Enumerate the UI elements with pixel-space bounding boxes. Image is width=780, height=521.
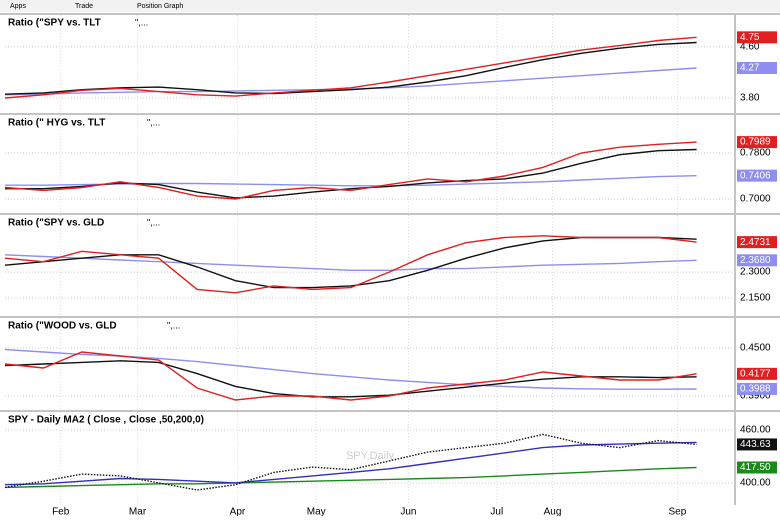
x-tick-label: Apr xyxy=(230,507,246,516)
series-line xyxy=(4,254,697,271)
panel-title: Ratio (" HYG vs. TLT xyxy=(8,118,105,129)
value-box-label: 4.75 xyxy=(740,32,760,43)
x-tick-label: Sep xyxy=(668,507,686,516)
value-box xyxy=(737,438,777,451)
series-line xyxy=(4,236,697,289)
value-box xyxy=(737,31,777,44)
series-line xyxy=(4,67,697,96)
panel-title: Ratio ("SPY vs. TLT xyxy=(8,18,101,29)
value-box-label: 0.3988 xyxy=(740,384,771,395)
value-box-label: 4.27 xyxy=(740,63,760,74)
y-tick-label: 2.1500 xyxy=(740,293,771,304)
series-line xyxy=(4,235,697,294)
toolbar xyxy=(0,0,780,12)
x-tick-label: Jul xyxy=(490,507,503,516)
y-tick-label: 2.3000 xyxy=(740,267,771,278)
x-tick-label: May xyxy=(307,507,326,516)
series-line xyxy=(4,441,697,486)
y-tick-label: 0.7000 xyxy=(740,194,771,205)
value-box xyxy=(737,367,777,380)
y-tick-label: 0.3900 xyxy=(740,391,771,402)
panel-title-suffix: ",... xyxy=(147,117,160,127)
value-box xyxy=(737,61,777,74)
toolbar-item[interactable]: Trade xyxy=(75,3,93,10)
value-box-label: 0.4177 xyxy=(740,368,771,379)
series-line xyxy=(4,433,697,491)
value-box-label: 2.4731 xyxy=(740,237,771,248)
series-line xyxy=(4,41,697,95)
y-tick-label: 400.00 xyxy=(740,478,771,489)
value-box xyxy=(737,236,777,249)
value-box-label: 0.7406 xyxy=(740,170,771,181)
x-tick-label: Mar xyxy=(129,507,147,516)
panel-title: SPY - Daily MA2 ( Close , Close ,50,200,… xyxy=(8,415,204,426)
toolbar-item[interactable]: Apps xyxy=(10,3,26,10)
y-tick-label: 460.00 xyxy=(740,425,771,436)
x-tick-label: Jun xyxy=(400,507,416,516)
x-tick-label: Aug xyxy=(544,507,562,516)
panel-title-suffix: ",... xyxy=(167,320,180,330)
value-box xyxy=(737,382,777,395)
y-tick-label: 0.4500 xyxy=(740,343,771,354)
y-tick-label: 3.80 xyxy=(740,93,760,104)
value-box-label: 443.63 xyxy=(740,439,771,450)
panel-title: Ratio ("SPY vs. GLD xyxy=(8,218,104,229)
value-box-label: 417.50 xyxy=(740,462,771,473)
y-tick-label: 4.60 xyxy=(740,42,760,53)
series-line xyxy=(4,36,697,99)
panel-title: Ratio ("WOOD vs. GLD xyxy=(8,321,117,332)
value-box xyxy=(737,136,777,149)
series-line xyxy=(5,148,697,199)
x-tick-label: Feb xyxy=(52,507,70,516)
series-line xyxy=(5,175,697,187)
series-line xyxy=(4,351,697,401)
value-box xyxy=(737,461,777,474)
series-line xyxy=(4,466,697,489)
panel-title-suffix: ",... xyxy=(135,17,148,27)
series-line xyxy=(4,141,697,200)
series-line xyxy=(4,360,697,398)
watermark: SPY,Daily xyxy=(346,450,395,462)
series-line xyxy=(4,348,697,390)
panel-title-suffix: ",... xyxy=(147,217,160,227)
y-tick-label: 0.7800 xyxy=(740,148,771,159)
value-box-label: 0.7989 xyxy=(740,137,771,148)
value-box xyxy=(737,254,777,267)
toolbar-item[interactable]: Position Graph xyxy=(137,3,183,10)
value-box xyxy=(737,169,777,182)
value-box-label: 2.3680 xyxy=(740,255,771,266)
